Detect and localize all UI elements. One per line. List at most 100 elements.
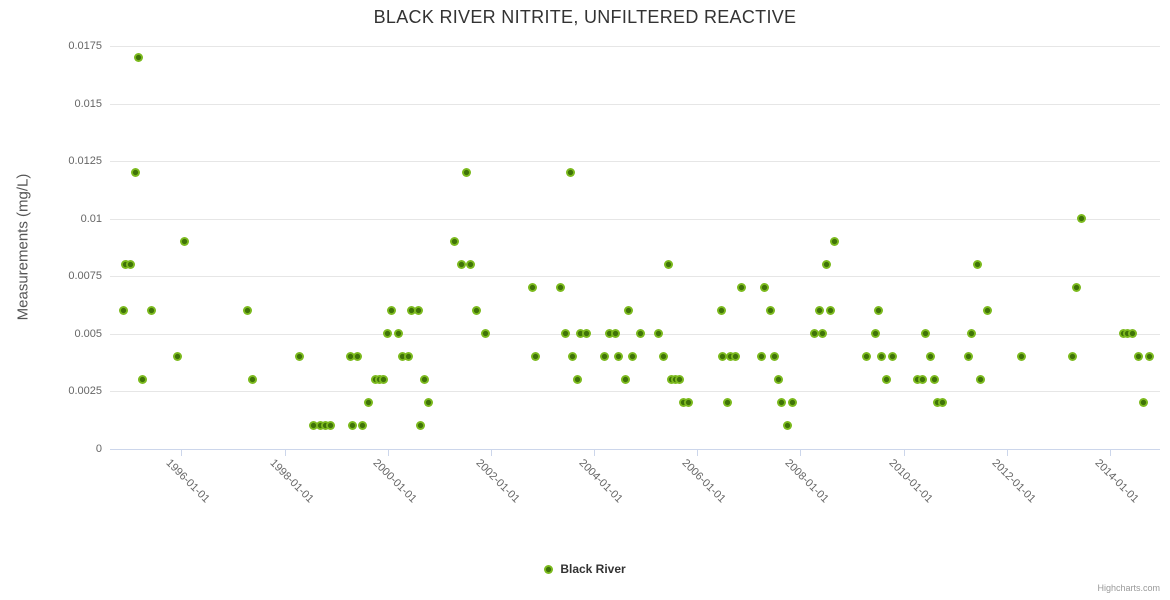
data-point[interactable] xyxy=(925,352,935,362)
data-point[interactable] xyxy=(118,306,128,316)
data-point[interactable] xyxy=(173,352,183,362)
data-point[interactable] xyxy=(777,398,787,408)
data-point[interactable] xyxy=(600,352,610,362)
data-point[interactable] xyxy=(877,352,887,362)
data-point[interactable] xyxy=(873,306,883,316)
data-point[interactable] xyxy=(567,352,577,362)
data-point[interactable] xyxy=(723,398,733,408)
data-point[interactable] xyxy=(1127,329,1137,339)
data-point[interactable] xyxy=(348,421,358,431)
data-point[interactable] xyxy=(870,329,880,339)
data-point[interactable] xyxy=(628,352,638,362)
data-point[interactable] xyxy=(716,306,726,316)
data-point[interactable] xyxy=(783,421,793,431)
data-point[interactable] xyxy=(1068,352,1078,362)
data-point[interactable] xyxy=(663,260,673,270)
data-point[interactable] xyxy=(717,352,727,362)
data-point[interactable] xyxy=(386,306,396,316)
data-point[interactable] xyxy=(531,352,541,362)
data-point[interactable] xyxy=(326,421,336,431)
data-point[interactable] xyxy=(929,375,939,385)
data-point[interactable] xyxy=(1134,352,1144,362)
data-point[interactable] xyxy=(1138,398,1148,408)
data-point[interactable] xyxy=(1016,352,1026,362)
data-point[interactable] xyxy=(416,421,426,431)
data-point[interactable] xyxy=(582,329,592,339)
data-point[interactable] xyxy=(138,375,148,385)
data-point[interactable] xyxy=(456,260,466,270)
data-point[interactable] xyxy=(378,375,388,385)
highcharts-credit-link[interactable]: Highcharts.com xyxy=(1097,583,1160,593)
data-point[interactable] xyxy=(419,375,429,385)
data-point[interactable] xyxy=(861,352,871,362)
data-point[interactable] xyxy=(822,260,832,270)
data-point[interactable] xyxy=(147,306,157,316)
data-point[interactable] xyxy=(576,329,586,339)
data-point[interactable] xyxy=(461,168,471,178)
data-point[interactable] xyxy=(809,329,819,339)
data-point[interactable] xyxy=(882,375,892,385)
data-point[interactable] xyxy=(731,352,741,362)
data-point[interactable] xyxy=(684,398,693,408)
data-point[interactable] xyxy=(966,329,976,339)
data-point[interactable] xyxy=(247,375,257,385)
data-point[interactable] xyxy=(614,352,624,362)
data-point[interactable] xyxy=(423,398,433,408)
data-point[interactable] xyxy=(675,375,685,385)
data-point[interactable] xyxy=(937,398,947,408)
data-point[interactable] xyxy=(404,352,414,362)
data-point[interactable] xyxy=(726,352,736,362)
data-point[interactable] xyxy=(397,352,407,362)
data-point[interactable] xyxy=(815,306,825,316)
data-point[interactable] xyxy=(353,352,363,362)
data-point[interactable] xyxy=(963,352,973,362)
data-point[interactable] xyxy=(413,306,423,316)
data-point[interactable] xyxy=(179,237,189,247)
data-point[interactable] xyxy=(982,306,992,316)
data-point[interactable] xyxy=(133,53,143,62)
data-point[interactable] xyxy=(620,375,630,385)
data-point[interactable] xyxy=(573,375,583,385)
data-point[interactable] xyxy=(321,421,331,431)
data-point[interactable] xyxy=(933,398,943,408)
data-point[interactable] xyxy=(769,352,779,362)
data-point[interactable] xyxy=(818,329,828,339)
data-point[interactable] xyxy=(635,329,645,339)
data-point[interactable] xyxy=(826,306,836,316)
data-point[interactable] xyxy=(294,352,304,362)
data-point[interactable] xyxy=(556,283,566,293)
data-point[interactable] xyxy=(757,352,767,362)
data-point[interactable] xyxy=(829,237,839,247)
data-point[interactable] xyxy=(921,329,931,339)
data-point[interactable] xyxy=(471,306,481,316)
data-point[interactable] xyxy=(659,352,669,362)
data-point[interactable] xyxy=(527,283,537,293)
data-point[interactable] xyxy=(131,168,141,178)
data-point[interactable] xyxy=(975,375,985,385)
data-point[interactable] xyxy=(1072,283,1082,293)
data-point[interactable] xyxy=(888,352,898,362)
data-point[interactable] xyxy=(346,352,356,362)
data-point[interactable] xyxy=(382,329,392,339)
data-point[interactable] xyxy=(760,283,770,293)
data-point[interactable] xyxy=(466,260,476,270)
data-point[interactable] xyxy=(243,306,252,316)
data-point[interactable] xyxy=(913,375,923,385)
data-point[interactable] xyxy=(363,398,373,408)
data-point[interactable] xyxy=(561,329,571,339)
legend-item-black-river[interactable]: Black River xyxy=(0,562,1170,576)
data-point[interactable] xyxy=(624,306,634,316)
data-point[interactable] xyxy=(679,398,689,408)
data-point[interactable] xyxy=(309,421,319,431)
data-point[interactable] xyxy=(917,375,927,385)
data-point[interactable] xyxy=(1076,214,1086,224)
data-point[interactable] xyxy=(407,306,417,316)
data-point[interactable] xyxy=(126,260,136,270)
data-point[interactable] xyxy=(394,329,404,339)
data-point[interactable] xyxy=(787,398,797,408)
data-point[interactable] xyxy=(1144,352,1154,362)
data-point[interactable] xyxy=(611,329,621,339)
data-point[interactable] xyxy=(654,329,664,339)
data-point[interactable] xyxy=(765,306,775,316)
data-point[interactable] xyxy=(481,329,491,339)
